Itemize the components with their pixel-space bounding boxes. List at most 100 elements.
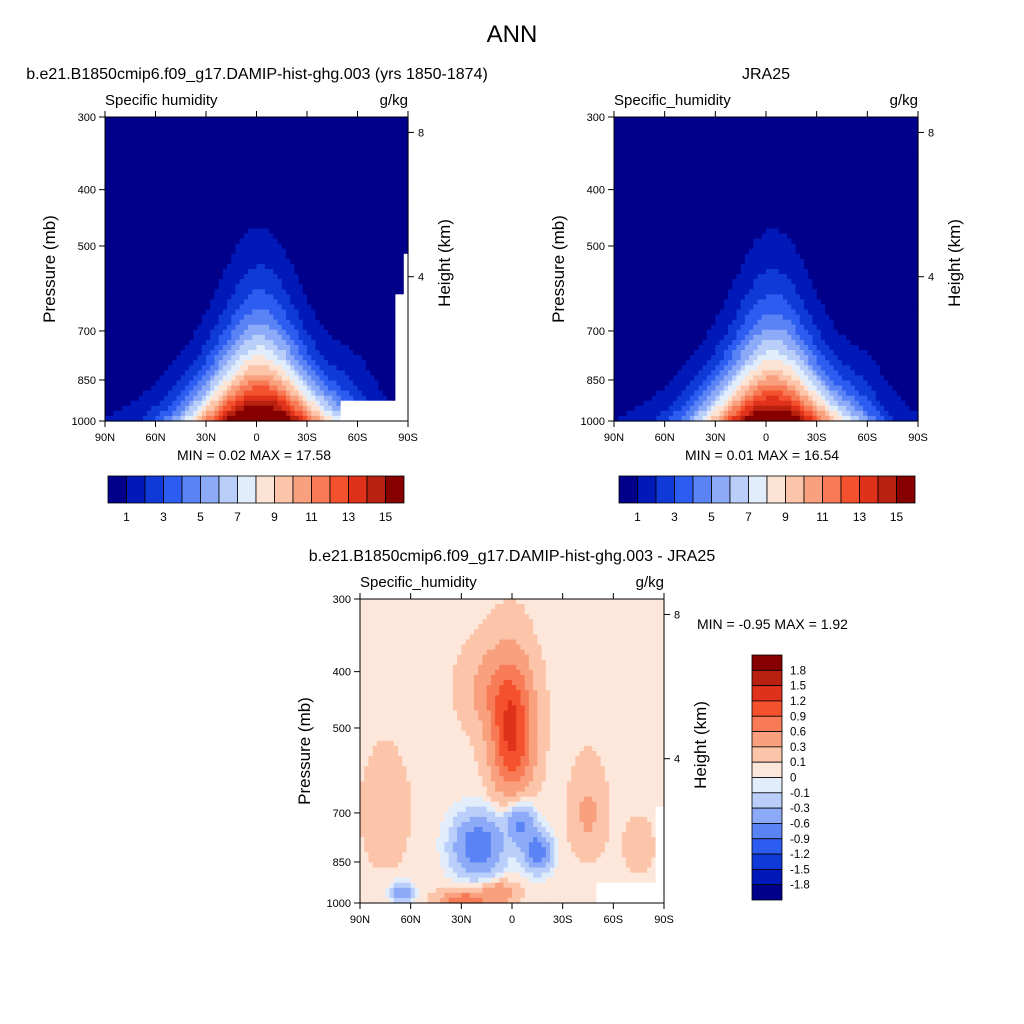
field-cell — [206, 269, 211, 275]
field-cell — [206, 162, 211, 169]
field-cell — [184, 410, 190, 417]
field-cell — [117, 279, 123, 285]
field-cell — [386, 405, 392, 412]
field-cell — [386, 243, 392, 250]
field-cell — [668, 147, 674, 154]
field-cell — [391, 339, 396, 346]
field-cell — [374, 319, 380, 326]
field-cell — [791, 132, 797, 138]
field-cell — [256, 198, 262, 204]
field-cell — [151, 269, 157, 275]
field-cell — [332, 132, 338, 138]
field-cell — [180, 345, 186, 351]
field-cell — [239, 269, 245, 275]
field-cell — [210, 365, 216, 371]
field-cell — [269, 355, 274, 361]
field-cell — [298, 334, 304, 341]
field-cell — [319, 213, 325, 219]
field-cell — [378, 294, 384, 300]
field-cell — [159, 304, 165, 311]
field-cell — [336, 127, 342, 133]
field-cell — [176, 314, 182, 321]
field-cell — [256, 132, 262, 138]
field-cell — [673, 117, 678, 123]
field-cell — [353, 142, 359, 148]
field-cell — [386, 172, 392, 179]
field-cell — [332, 177, 338, 184]
field-cell — [311, 122, 317, 128]
field-cell — [778, 152, 784, 159]
field-cell — [281, 319, 287, 326]
field-cell — [130, 299, 136, 306]
field-cell — [176, 167, 182, 174]
field-cell — [176, 208, 182, 214]
field-cell — [239, 395, 245, 402]
field-cell — [252, 187, 258, 194]
field-cell — [349, 339, 354, 346]
field-cell — [260, 198, 266, 204]
field-cell — [248, 385, 253, 392]
field-cell — [378, 193, 384, 199]
field-cell — [126, 193, 131, 199]
field-cell — [378, 375, 384, 382]
field-cell — [311, 193, 317, 199]
field-cell — [235, 253, 241, 260]
field-cell — [328, 380, 333, 387]
field-cell — [374, 208, 380, 214]
field-cell — [281, 294, 287, 300]
field-cell — [130, 380, 136, 387]
field-cell — [311, 162, 317, 169]
field-cell — [155, 289, 161, 295]
field-cell — [180, 142, 186, 148]
field-cell — [218, 233, 224, 240]
field-cell — [706, 142, 712, 148]
field-cell — [252, 172, 258, 179]
field-cell — [176, 117, 182, 123]
field-cell — [113, 380, 119, 387]
field-cell — [126, 162, 131, 169]
field-cell — [858, 122, 864, 128]
field-cell — [201, 375, 207, 382]
field-cell — [180, 415, 186, 422]
field-cell — [109, 137, 115, 143]
field-cell — [151, 132, 157, 138]
field-cell — [126, 279, 131, 285]
field-cell — [264, 339, 270, 346]
field-cell — [311, 258, 317, 265]
field-cell — [184, 193, 190, 199]
field-cell — [159, 365, 165, 371]
field-cell — [231, 360, 237, 366]
field-cell — [307, 415, 312, 422]
field-cell — [121, 269, 127, 275]
field-cell — [281, 385, 287, 392]
field-cell — [180, 167, 186, 174]
y-axis-label: Pressure (mb) — [40, 215, 59, 323]
field-cell — [113, 269, 119, 275]
field-cell — [382, 355, 388, 361]
field-cell — [647, 147, 653, 154]
field-cell — [176, 365, 182, 371]
field-cell — [307, 350, 312, 356]
field-cell — [151, 395, 157, 402]
field-cell — [349, 198, 354, 204]
field-cell — [193, 198, 199, 204]
field-cell — [256, 365, 262, 371]
field-cell — [719, 137, 725, 143]
field-cell — [163, 228, 169, 235]
field-cell — [264, 147, 270, 154]
field-cell — [218, 360, 224, 366]
field-cell — [172, 117, 178, 123]
field-cell — [336, 157, 342, 164]
field-cell — [168, 218, 173, 224]
field-cell — [294, 208, 300, 214]
field-cell — [218, 157, 224, 164]
field-cell — [336, 350, 342, 356]
field-cell — [105, 324, 110, 331]
field-cell — [656, 137, 662, 143]
field-cell — [298, 167, 304, 174]
field-cell — [206, 122, 211, 128]
field-cell — [273, 360, 279, 366]
field-cell — [134, 294, 140, 300]
field-cell — [222, 395, 228, 402]
field-cell — [126, 117, 131, 123]
